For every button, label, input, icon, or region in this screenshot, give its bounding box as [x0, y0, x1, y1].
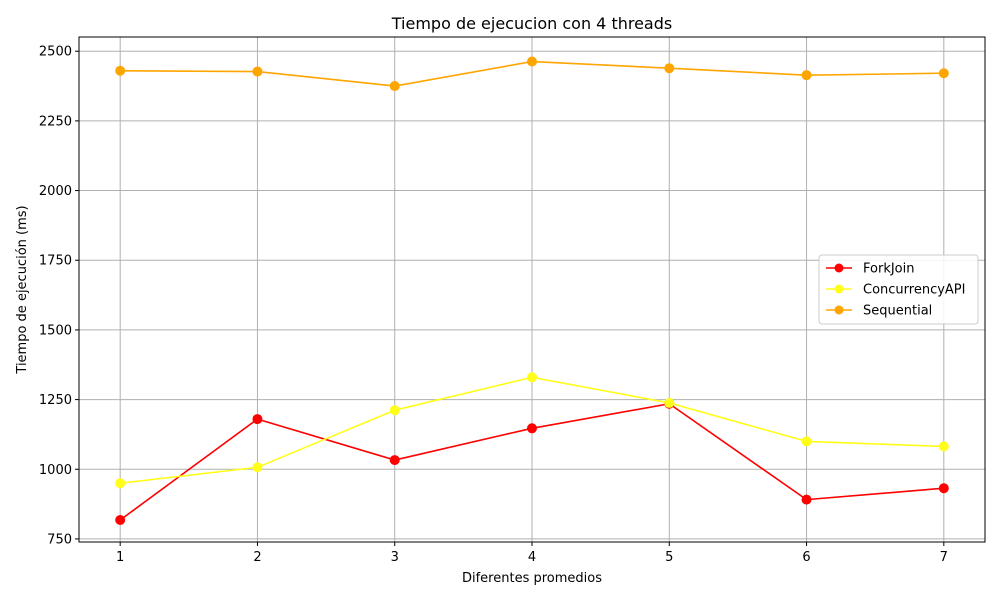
- data-point-concurrencyapi: [115, 478, 126, 489]
- data-point-forkjoin: [938, 483, 949, 494]
- data-point-forkjoin: [252, 414, 263, 425]
- legend-item-concurrencyapi: ConcurrencyAPI: [826, 283, 965, 298]
- chart-title: Tiempo de ejecucion con 4 threads: [391, 14, 672, 33]
- legend-box: [818, 254, 979, 325]
- data-point-sequential: [527, 56, 537, 67]
- series-sequential: [115, 56, 949, 92]
- data-point-forkjoin: [527, 423, 537, 434]
- y-tick-label: 1500: [39, 323, 72, 338]
- data-point-sequential: [252, 66, 263, 77]
- y-tick-label: 1000: [39, 463, 72, 478]
- grid-lines: [79, 37, 985, 542]
- series-forkjoin: [115, 398, 949, 525]
- data-point-concurrencyapi: [664, 397, 675, 408]
- data-point-forkjoin: [389, 455, 400, 466]
- data-point-concurrencyapi: [527, 372, 537, 383]
- x-tick-label: 1: [116, 550, 124, 565]
- data-point-concurrencyapi: [801, 436, 812, 447]
- y-tick-label: 1250: [39, 393, 72, 408]
- data-point-forkjoin: [801, 494, 812, 505]
- legend-marker: [834, 284, 844, 294]
- legend-item-forkjoin: ForkJoin: [826, 262, 914, 277]
- data-point-concurrencyapi: [938, 441, 949, 452]
- x-axis-label: Diferentes promedios: [462, 571, 602, 586]
- y-axis-ticks: 750 1000 1250 1500 1750 2000 2250 2500: [39, 45, 79, 547]
- data-point-concurrencyapi: [252, 462, 263, 473]
- y-tick-label: 750: [47, 532, 72, 547]
- data-point-sequential: [938, 68, 949, 79]
- series-layer: [115, 56, 949, 525]
- legend-label: ForkJoin: [863, 262, 914, 277]
- legend-label: ConcurrencyAPI: [863, 283, 965, 298]
- x-tick-label: 3: [391, 550, 399, 565]
- data-point-sequential: [664, 63, 675, 74]
- legend-label: Sequential: [863, 304, 932, 319]
- legend-item-sequential: Sequential: [826, 304, 932, 319]
- y-axis-label: Tiempo de ejecución (ms): [15, 205, 30, 374]
- data-point-sequential: [389, 81, 400, 92]
- x-tick-label: 7: [940, 550, 948, 565]
- y-tick-label: 2000: [39, 184, 72, 199]
- x-tick-label: 6: [802, 550, 810, 565]
- legend-marker: [834, 263, 844, 273]
- y-tick-label: 1750: [39, 254, 72, 269]
- data-point-forkjoin: [115, 514, 126, 525]
- x-tick-label: 2: [253, 550, 261, 565]
- y-tick-label: 2250: [39, 114, 72, 129]
- legend: ForkJoin ConcurrencyAPI Sequential: [818, 254, 979, 325]
- legend-marker: [834, 305, 844, 315]
- x-axis-ticks: 1 2 3 4 5 6 7: [116, 542, 948, 565]
- data-point-concurrencyapi: [389, 405, 400, 416]
- x-tick-label: 5: [665, 550, 673, 565]
- data-point-sequential: [801, 70, 812, 81]
- series-concurrencyapi: [115, 372, 949, 489]
- y-tick-label: 2500: [39, 45, 72, 60]
- data-point-sequential: [115, 65, 126, 76]
- x-tick-label: 4: [528, 550, 536, 565]
